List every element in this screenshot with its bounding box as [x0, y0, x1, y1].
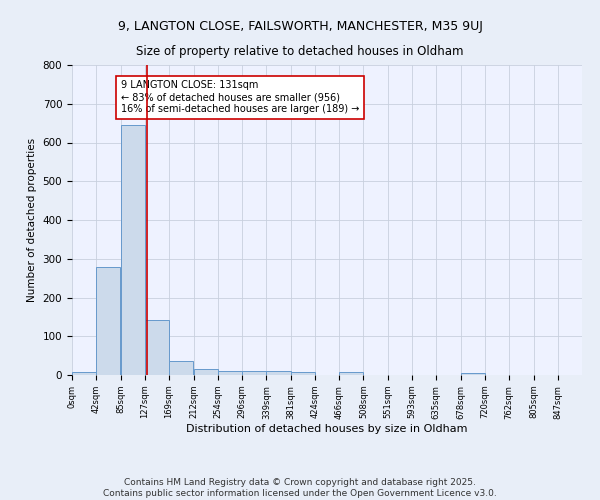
Bar — [218, 371, 242, 375]
Bar — [290, 372, 314, 375]
Y-axis label: Number of detached properties: Number of detached properties — [27, 138, 37, 302]
Bar — [194, 369, 218, 375]
Bar — [145, 320, 169, 375]
Text: Size of property relative to detached houses in Oldham: Size of property relative to detached ho… — [136, 45, 464, 58]
Bar — [169, 361, 193, 375]
Bar — [96, 268, 120, 375]
Text: 9, LANGTON CLOSE, FAILSWORTH, MANCHESTER, M35 9UJ: 9, LANGTON CLOSE, FAILSWORTH, MANCHESTER… — [118, 20, 482, 33]
Bar — [461, 373, 485, 375]
Bar — [121, 125, 145, 375]
Bar — [266, 371, 290, 375]
Bar — [72, 372, 96, 375]
X-axis label: Distribution of detached houses by size in Oldham: Distribution of detached houses by size … — [186, 424, 468, 434]
Bar — [340, 372, 364, 375]
Text: Contains HM Land Registry data © Crown copyright and database right 2025.
Contai: Contains HM Land Registry data © Crown c… — [103, 478, 497, 498]
Text: 9 LANGTON CLOSE: 131sqm
← 83% of detached houses are smaller (956)
16% of semi-d: 9 LANGTON CLOSE: 131sqm ← 83% of detache… — [121, 80, 359, 114]
Bar — [242, 371, 266, 375]
